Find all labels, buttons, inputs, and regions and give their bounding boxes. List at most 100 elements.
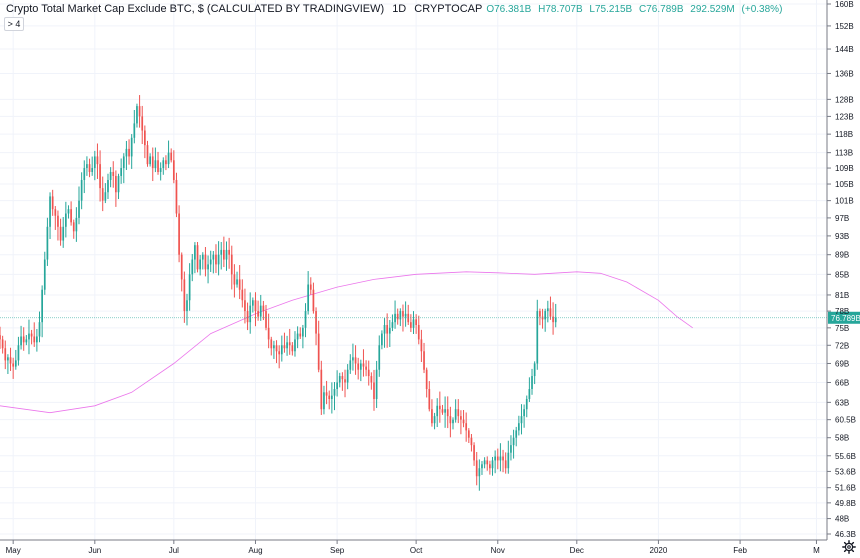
candle xyxy=(128,139,130,165)
candle xyxy=(51,189,54,216)
candle-body xyxy=(88,164,91,172)
candle xyxy=(20,325,22,350)
candle xyxy=(549,296,552,320)
candle-body xyxy=(136,106,138,124)
candle xyxy=(417,315,420,345)
candle-body xyxy=(462,419,465,424)
x-tick-label: Jun xyxy=(88,546,101,555)
candle xyxy=(91,156,94,176)
candle-body xyxy=(62,226,65,241)
candle xyxy=(225,241,228,271)
candle-body xyxy=(304,311,307,328)
candle-body xyxy=(33,336,36,343)
candle xyxy=(80,172,83,210)
candle xyxy=(167,140,170,169)
candle xyxy=(186,293,188,326)
candle xyxy=(296,326,299,349)
candle xyxy=(386,313,389,348)
candle xyxy=(496,448,499,470)
candle-body xyxy=(251,300,254,306)
candle xyxy=(28,319,30,355)
candle xyxy=(323,385,325,415)
candle xyxy=(59,218,62,246)
candle-body xyxy=(354,357,357,364)
candle xyxy=(120,158,123,184)
candle-body xyxy=(28,333,30,340)
candle-body xyxy=(120,168,123,176)
candle-body xyxy=(14,360,17,367)
candle-body xyxy=(228,249,230,255)
candle xyxy=(396,308,399,325)
candle xyxy=(452,417,454,430)
candle xyxy=(491,456,494,476)
candle-body xyxy=(520,416,523,424)
candle xyxy=(552,302,554,335)
candle xyxy=(391,314,394,332)
candle xyxy=(30,329,33,345)
interval-label[interactable]: 1D xyxy=(392,3,407,15)
indicators-collapse-button[interactable]: > 4 xyxy=(4,17,24,31)
candle-body xyxy=(38,322,41,337)
candle xyxy=(365,360,367,377)
y-tick-label: 109B xyxy=(835,164,854,173)
candle-body xyxy=(83,168,86,180)
candle xyxy=(93,150,96,181)
candle xyxy=(375,360,378,408)
last-price-line: 76.789B xyxy=(0,311,860,324)
candle xyxy=(457,399,460,424)
candle xyxy=(523,404,525,428)
candle-body xyxy=(496,456,499,461)
candle xyxy=(328,390,331,410)
candle-body xyxy=(457,409,460,417)
candle-body xyxy=(238,279,241,290)
candle-body xyxy=(283,345,286,349)
candle-body xyxy=(267,327,270,340)
candle-body xyxy=(86,164,88,169)
candle-body xyxy=(101,188,104,201)
candle xyxy=(475,451,478,486)
candle xyxy=(275,340,278,364)
candle-body xyxy=(431,409,433,424)
candle-body xyxy=(36,336,38,343)
candle xyxy=(520,404,523,435)
gear-icon[interactable] xyxy=(842,540,856,554)
y-tick-label: 53.6B xyxy=(835,467,856,476)
candle-body xyxy=(223,249,225,260)
candle-body xyxy=(423,351,425,370)
candle xyxy=(64,201,67,238)
candle-body xyxy=(57,215,59,227)
candle-body xyxy=(80,179,83,201)
candle-body xyxy=(257,311,259,317)
y-tick-label: 113B xyxy=(835,149,853,158)
candle xyxy=(320,360,323,415)
candle xyxy=(7,354,9,375)
candle-body xyxy=(70,209,72,223)
candle xyxy=(115,170,117,207)
candle-body xyxy=(467,430,470,438)
price-axis[interactable]: 160B 152B 144B 136B 128B 123B 118B 113B 109B 105B… xyxy=(826,0,856,540)
candle xyxy=(383,318,386,348)
candle-body xyxy=(502,456,504,461)
candle-body xyxy=(507,452,510,469)
candle-body xyxy=(517,423,520,431)
candle xyxy=(209,250,212,273)
candle-body xyxy=(352,357,354,361)
candle xyxy=(191,253,194,282)
candle-body xyxy=(344,379,346,383)
candle xyxy=(325,380,328,405)
candle-body xyxy=(533,363,536,377)
candle xyxy=(349,354,352,374)
candle-body xyxy=(454,409,457,420)
candle xyxy=(62,217,65,248)
candle-body xyxy=(494,456,497,461)
candle-body xyxy=(473,445,475,461)
candle xyxy=(438,391,441,423)
candle xyxy=(270,336,273,356)
time-axis[interactable]: May Jun Jul Aug Sep Oct Nov Dec 2020 Feb M xyxy=(0,539,827,555)
candle-body xyxy=(130,137,133,157)
candle-body xyxy=(117,175,120,193)
y-tick-label: 85B xyxy=(835,270,849,279)
candle xyxy=(546,300,549,323)
y-tick-label: 46.3B xyxy=(835,530,856,539)
